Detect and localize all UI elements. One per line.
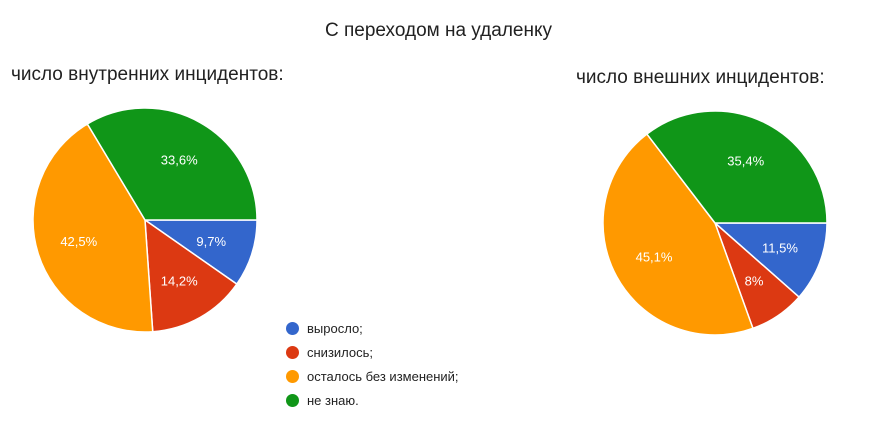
legend-marker-icon	[286, 321, 299, 335]
right-chart-title: число внешних инцидентов:	[576, 67, 825, 88]
pie-slice[interactable]	[144, 218, 238, 333]
slice-value-label: 9,7%	[196, 234, 226, 249]
pie-slice[interactable]	[86, 107, 258, 221]
slice-value-label: 42,5%	[60, 234, 97, 249]
legend-label: выросло;	[307, 320, 363, 336]
slice-value-label: 8%	[745, 273, 764, 288]
legend-item-grew[interactable]: выросло;	[286, 316, 459, 340]
slice-value-label: 14,2%	[161, 273, 198, 288]
legend-label: снизилось;	[307, 344, 374, 360]
legend-item-unchanged[interactable]: осталось без изменений;	[286, 364, 459, 388]
slice-value-label: 33,6%	[161, 153, 198, 168]
pie-slice[interactable]	[645, 110, 828, 224]
slice-value-label: 11,5%	[762, 241, 798, 256]
legend-item-dont-know[interactable]: не знаю.	[286, 388, 459, 412]
pie-slice[interactable]	[32, 122, 154, 333]
internal-incidents-pie: 9,7% 14,2% 42,5% 33,6%	[32, 107, 258, 333]
legend-label: осталось без изменений;	[307, 368, 459, 384]
slice-value-label: 45,1%	[636, 249, 673, 264]
external-incidents-pie: 11,5% 8% 45,1% 35,4%	[602, 110, 828, 336]
legend-label: не знаю.	[307, 392, 359, 408]
legend-marker-icon	[286, 369, 299, 383]
legend-marker-icon	[286, 345, 299, 359]
legend-item-decreased[interactable]: снизилось;	[286, 340, 459, 364]
main-title: С переходом на удаленку	[324, 20, 553, 41]
pie-slice[interactable]	[713, 222, 828, 299]
legend-marker-icon	[286, 393, 299, 407]
legend: выросло; снизилось; осталось без изменен…	[286, 316, 459, 412]
slice-value-label: 35,4%	[727, 154, 764, 169]
pie-slice[interactable]	[602, 133, 754, 336]
left-chart-title: число внутренних инцидентов:	[11, 64, 284, 85]
